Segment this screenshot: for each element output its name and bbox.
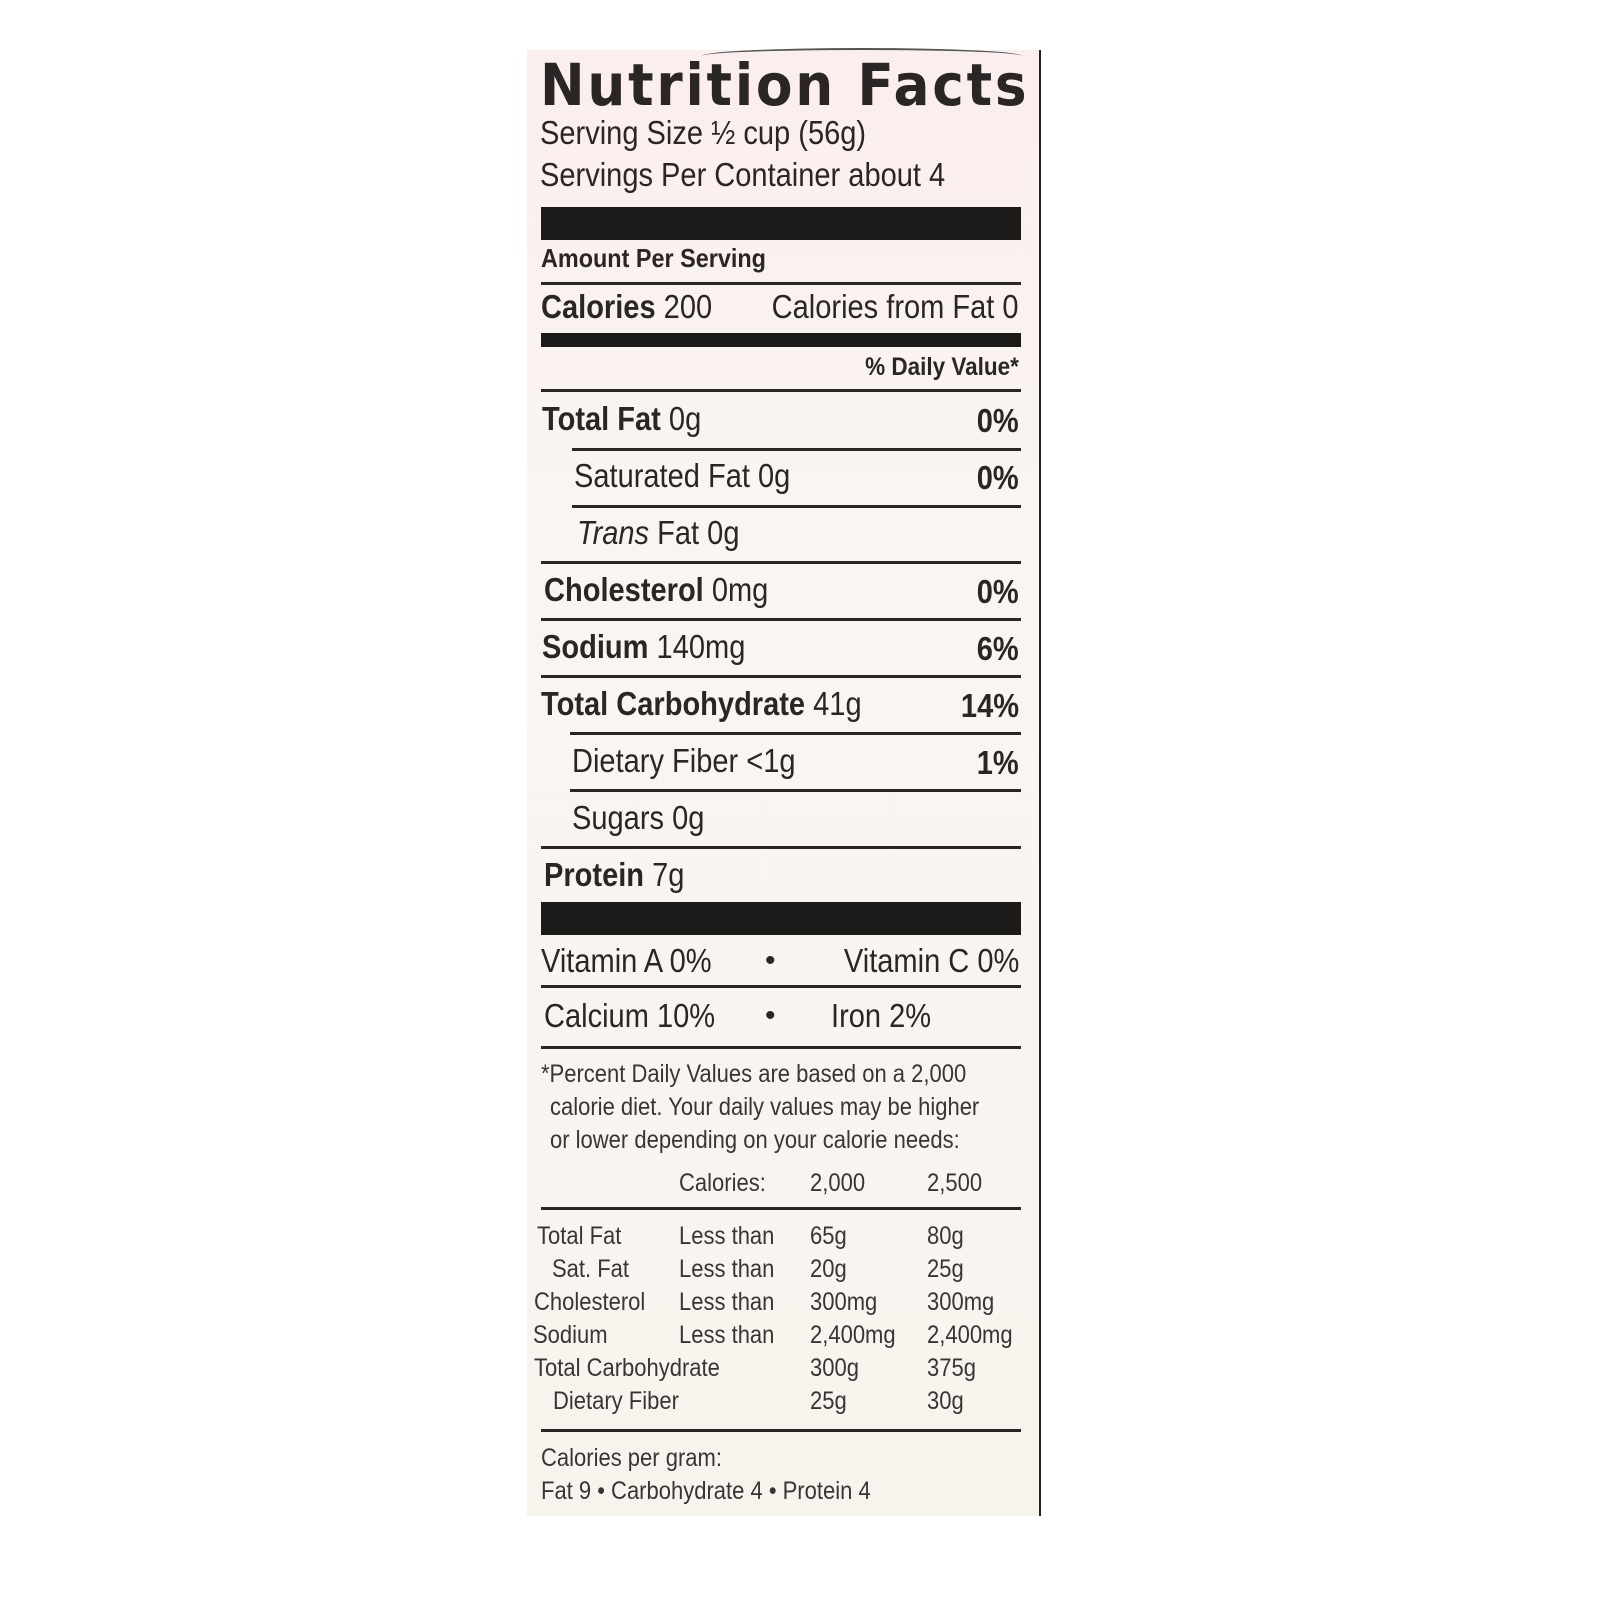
calories-from-fat: Calories from Fat 0 — [772, 288, 1019, 325]
table-cell: Dietary Fiber — [553, 1387, 679, 1415]
iron: Iron 2% — [831, 997, 932, 1034]
nutrient-label: Total Fat — [542, 400, 661, 437]
table-cell: 25g — [927, 1255, 964, 1283]
divider — [541, 618, 1021, 621]
table-cell: Sat. Fat — [552, 1255, 630, 1283]
nutrient-label: Sugars — [572, 799, 665, 836]
amount-per-serving: Amount Per Serving — [541, 243, 766, 273]
nutrient-amount: <1g — [746, 742, 796, 779]
nutrient-trans-fat: Trans Fat 0g — [577, 516, 739, 549]
table-cell: Cholesterol — [534, 1288, 646, 1316]
daily-value-header: % Daily Value* — [865, 353, 1019, 381]
dv-cholesterol: 0% — [977, 573, 1019, 610]
divider — [541, 389, 1021, 392]
dv-total-fat: 0% — [977, 402, 1019, 439]
dv-sodium: 6% — [977, 630, 1019, 667]
nutrient-total-fat: Total Fat 0g — [542, 402, 701, 435]
vitamin-c: Vitamin C 0% — [843, 942, 1019, 979]
divider — [541, 985, 1021, 988]
table-cell: Less than — [679, 1255, 775, 1283]
nutrient-amount: 41g — [813, 685, 862, 722]
divider — [572, 448, 1021, 451]
nutrient-label: Cholesterol — [544, 571, 704, 608]
package-edge — [702, 48, 1022, 64]
nutrient-label: Dietary Fiber — [572, 742, 739, 779]
nutrient-total-carbohydrate: Total Carbohydrate 41g — [541, 687, 862, 720]
divider — [572, 505, 1021, 508]
calories-row: Calories 200 — [541, 290, 712, 323]
divider — [541, 1046, 1021, 1049]
nutrient-amount: 0g — [758, 457, 791, 494]
serving-size: Serving Size ½ cup (56g) — [540, 114, 867, 151]
table-cell: Total Carbohydrate — [534, 1354, 720, 1382]
table-cell: 300g — [810, 1354, 859, 1382]
nutrient-label: Saturated Fat — [574, 457, 750, 494]
dv-dietary-fiber: 1% — [977, 744, 1019, 781]
table-cell: 20g — [810, 1255, 847, 1283]
label-title: Nutrition Facts — [540, 51, 1030, 119]
medium-divider — [541, 333, 1021, 347]
bullet: • — [765, 999, 776, 1032]
table-cell: Total Fat — [537, 1222, 622, 1250]
dv-saturated-fat: 0% — [977, 459, 1019, 496]
calories-value: 200 — [663, 288, 713, 325]
nutrient-amount: 0g — [668, 400, 702, 437]
dv-total-carbohydrate: 14% — [960, 687, 1019, 724]
nutrient-label: Sodium — [542, 628, 649, 665]
divider — [541, 1207, 1021, 1210]
divider — [541, 675, 1021, 678]
calories-per-gram-values: Fat 9 • Carbohydrate 4 • Protein 4 — [541, 1477, 871, 1505]
nutrient-label: Protein — [544, 856, 645, 893]
table-cell: 80g — [927, 1222, 964, 1250]
divider — [541, 561, 1021, 564]
calories-per-gram-label: Calories per gram: — [541, 1444, 722, 1472]
table-cell: Less than — [679, 1288, 775, 1316]
thick-divider — [541, 902, 1021, 935]
divider — [541, 282, 1021, 285]
table-cell: 2,400mg — [810, 1321, 896, 1349]
table-cell: 30g — [927, 1387, 964, 1415]
servings-per-container: Servings Per Container about 4 — [540, 156, 946, 193]
nutrient-cholesterol: Cholesterol 0mg — [544, 573, 768, 606]
footnote-line: *Percent Daily Values are based on a 2,0… — [541, 1060, 967, 1088]
calories-label: Calories — [541, 288, 656, 325]
nutrient-sugars: Sugars 0g — [572, 801, 704, 834]
thick-divider — [541, 207, 1021, 240]
bullet: • — [765, 944, 776, 977]
table-cell: 25g — [810, 1387, 847, 1415]
nutrient-amount: 0g — [707, 514, 740, 551]
dv-table-header-2500: 2,500 — [927, 1169, 983, 1197]
nutrient-protein: Protein 7g — [544, 858, 684, 891]
table-cell: 65g — [810, 1222, 847, 1250]
divider — [541, 1429, 1021, 1432]
nutrient-label-suffix: Fat — [657, 514, 700, 551]
nutrient-sodium: Sodium 140mg — [542, 630, 745, 663]
nutrient-amount: 0g — [672, 799, 705, 836]
nutrient-amount: 0mg — [711, 571, 769, 608]
divider — [541, 846, 1021, 849]
nutrient-label: Trans — [577, 514, 650, 551]
footnote-line: or lower depending on your calorie needs… — [550, 1126, 960, 1154]
table-cell: 2,400mg — [927, 1321, 1013, 1349]
dv-table-header-calories: Calories: — [679, 1169, 766, 1197]
nutrient-saturated-fat: Saturated Fat 0g — [574, 459, 790, 492]
dv-table-header-2000: 2,000 — [810, 1169, 866, 1197]
nutrient-dietary-fiber: Dietary Fiber <1g — [572, 744, 796, 777]
nutrient-amount: 140mg — [656, 628, 746, 665]
divider — [570, 789, 1021, 792]
table-cell: 300mg — [927, 1288, 995, 1316]
footnote-line: calorie diet. Your daily values may be h… — [550, 1093, 980, 1121]
table-cell: 300mg — [810, 1288, 878, 1316]
calcium: Calcium 10% — [544, 997, 716, 1034]
nutrient-label: Total Carbohydrate — [541, 685, 806, 722]
nutrition-facts-label: Nutrition Facts Serving Size ½ cup (56g)… — [527, 48, 1041, 1516]
nutrient-amount: 7g — [652, 856, 685, 893]
divider — [570, 732, 1021, 735]
table-cell: Less than — [679, 1222, 775, 1250]
table-cell: 375g — [927, 1354, 976, 1382]
vitamin-a: Vitamin A 0% — [541, 942, 712, 979]
table-cell: Less than — [679, 1321, 775, 1349]
table-cell: Sodium — [533, 1321, 608, 1349]
